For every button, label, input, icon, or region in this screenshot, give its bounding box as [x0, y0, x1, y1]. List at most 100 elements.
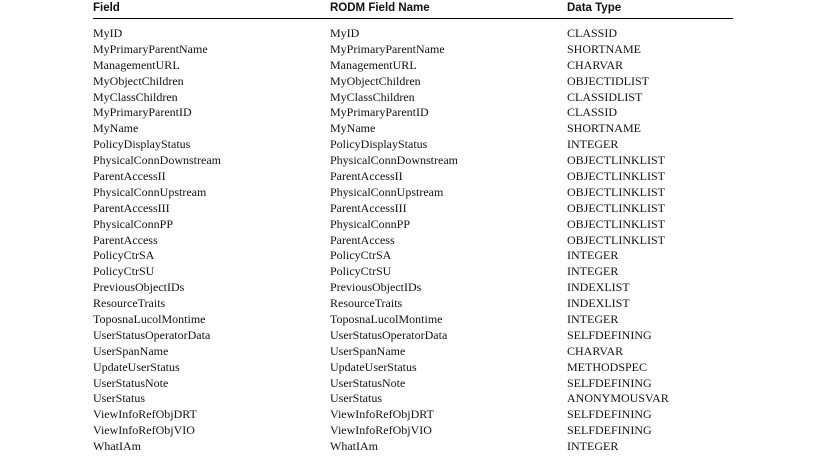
data-type-cell: SHORTNAME: [567, 121, 641, 136]
table-row: ManagementURL ManagementURL CHARVAR: [93, 58, 733, 74]
rodm-field-name-cell: ManagementURL: [330, 57, 417, 72]
field-cell: MyClassChildren: [93, 89, 178, 104]
field-cell: MyPrimaryParentName: [93, 41, 208, 56]
table-row: ViewInfoRefObjDRT ViewInfoRefObjDRT SELFDE…: [93, 407, 733, 423]
field-cell: ManagementURL: [93, 57, 180, 72]
data-type-cell: ANONYMOUSVAR: [567, 391, 669, 406]
header-data-type: Data Type: [567, 2, 622, 14]
rodm-field-name-cell: PreviousObjectIDs: [330, 280, 422, 295]
data-type-cell: INTEGER: [567, 439, 619, 454]
field-cell: WhatIAm: [93, 439, 141, 454]
table-body: MyID MyID CLASSID MyPrimaryParentName MyPrim…: [93, 26, 733, 455]
data-type-cell: OBJECTLINKLIST: [567, 216, 665, 231]
data-type-cell: OBJECTLINKLIST: [567, 200, 665, 215]
data-type-cell: METHODSPEC: [567, 359, 648, 374]
field-cell: UserSpanName: [93, 343, 169, 358]
data-type-cell: OBJECTLINKLIST: [567, 232, 665, 247]
table-header: Field RODM Field Name Data Type: [93, 0, 733, 19]
table-row: MyName MyName SHORTNAME: [93, 121, 733, 137]
rodm-field-name-cell: UpdateUserStatus: [330, 359, 417, 374]
rodm-field-name-cell: MyClassChildren: [330, 89, 415, 104]
data-type-cell: OBJECTLINKLIST: [567, 184, 665, 199]
data-type-cell: CLASSIDLIST: [567, 89, 643, 104]
data-type-cell: CHARVAR: [567, 57, 624, 72]
field-cell: ViewInfoRefObjVIO: [93, 423, 195, 438]
data-type-cell: INTEGER: [567, 137, 619, 152]
field-cell: ParentAccessIII: [93, 200, 170, 215]
rodm-field-name-cell: MyObjectChildren: [330, 73, 421, 88]
table-row: MyClassChildren MyClassChildren CLASSIDLIS…: [93, 90, 733, 106]
rodm-field-name-cell: UserStatus: [330, 391, 382, 406]
rodm-field-name-cell: PhysicalConnDownstream: [330, 153, 458, 168]
data-type-cell: CLASSID: [567, 105, 618, 120]
rodm-field-name-cell: WhatIAm: [330, 439, 378, 454]
field-cell: UserStatus: [93, 391, 145, 406]
data-type-cell: SELFDEFINING: [567, 327, 652, 342]
rodm-field-name-cell: PolicyCtrSA: [330, 248, 392, 263]
field-cell: PolicyCtrSA: [93, 248, 155, 263]
rodm-field-name-cell: MyPrimaryParentName: [330, 41, 445, 56]
rodm-field-name-cell: PolicyCtrSU: [330, 264, 392, 279]
data-type-cell: OBJECTIDLIST: [567, 73, 649, 88]
field-cell: MyObjectChildren: [93, 73, 184, 88]
rodm-field-name-cell: UserStatusOperatorData: [330, 327, 448, 342]
field-cell: UserStatusOperatorData: [93, 327, 211, 342]
data-type-cell: OBJECTLINKLIST: [567, 153, 665, 168]
data-type-cell: INDEXLIST: [567, 296, 630, 311]
field-cell: PolicyDisplayStatus: [93, 137, 191, 152]
table-row: PhysicalConnUpstream PhysicalConnUpstream…: [93, 185, 733, 201]
table-row: UserStatusNote UserStatusNote SELFDEFINING: [93, 376, 733, 392]
data-type-cell: SELFDEFINING: [567, 375, 652, 390]
data-type-cell: SELFDEFINING: [567, 423, 652, 438]
table-row: PhysicalConnPP PhysicalConnPP OBJECTLINKLI…: [93, 217, 733, 233]
table-row: ViewInfoRefObjVIO ViewInfoRefObjVIO SELFDE…: [93, 423, 733, 439]
field-cell: ResourceTraits: [93, 296, 166, 311]
table-row: UserSpanName UserSpanName CHARVAR: [93, 344, 733, 360]
table-row: MyPrimaryParentID MyPrimaryParentID CLASSI…: [93, 105, 733, 121]
table-row: UpdateUserStatus UpdateUserStatus METHODSP…: [93, 360, 733, 376]
field-table: Field RODM Field Name Data Type MyID MyID…: [93, 0, 733, 455]
field-cell: UpdateUserStatus: [93, 359, 180, 374]
data-type-cell: CLASSID: [567, 26, 618, 40]
rodm-field-name-cell: ParentAccess: [330, 232, 395, 247]
table-row: ParentAccessII ParentAccessII OBJECTLINKLI…: [93, 169, 733, 185]
data-type-cell: OBJECTLINKLIST: [567, 169, 665, 184]
field-cell: PhysicalConnUpstream: [93, 184, 207, 199]
table-row: ParentAccess ParentAccess OBJECTLINKLIST: [93, 233, 733, 249]
header-field: Field: [93, 2, 120, 14]
rodm-field-name-cell: ParentAccessIII: [330, 200, 407, 215]
rodm-field-name-cell: ResourceTraits: [330, 296, 403, 311]
table-row: UserStatus UserStatus ANONYMOUSVAR: [93, 391, 733, 407]
table-row: UserStatusOperatorData UserStatusOperator…: [93, 328, 733, 344]
data-type-cell: INTEGER: [567, 264, 619, 279]
rodm-field-name-cell: PolicyDisplayStatus: [330, 137, 428, 152]
rodm-field-name-cell: ToposnaLucolMontime: [330, 312, 443, 327]
rodm-field-name-cell: MyID: [330, 26, 360, 40]
field-cell: UserStatusNote: [93, 375, 169, 390]
table-row: MyObjectChildren MyObjectChildren OBJECTID…: [93, 74, 733, 90]
table-row: ResourceTraits ResourceTraits INDEXLIST: [93, 296, 733, 312]
table-row: PolicyCtrSU PolicyCtrSU INTEGER: [93, 264, 733, 280]
rodm-field-name-cell: MyName: [330, 121, 376, 136]
field-cell: PhysicalConnPP: [93, 216, 174, 231]
table-row: PreviousObjectIDs PreviousObjectIDs INDEXL…: [93, 280, 733, 296]
field-cell: ParentAccess: [93, 232, 158, 247]
data-type-cell: INTEGER: [567, 248, 619, 263]
table-row: PolicyDisplayStatus PolicyDisplayStatus IN…: [93, 137, 733, 153]
rodm-field-name-cell: PhysicalConnPP: [330, 216, 411, 231]
rodm-field-name-cell: ViewInfoRefObjDRT: [330, 407, 434, 422]
table-row: ParentAccessIII ParentAccessIII OBJECTLINK…: [93, 201, 733, 217]
rodm-field-name-cell: PhysicalConnUpstream: [330, 184, 444, 199]
table-row: MyPrimaryParentName MyPrimaryParentName SH…: [93, 42, 733, 58]
field-cell: PreviousObjectIDs: [93, 280, 185, 295]
data-type-cell: SELFDEFINING: [567, 407, 652, 422]
table-row: PolicyCtrSA PolicyCtrSA INTEGER: [93, 248, 733, 264]
field-cell: MyID: [93, 26, 123, 40]
table-row: ToposnaLucolMontime ToposnaLucolMontime IN…: [93, 312, 733, 328]
data-type-cell: INDEXLIST: [567, 280, 630, 295]
table-row: PhysicalConnDownstream PhysicalConnDownst…: [93, 153, 733, 169]
data-type-cell: SHORTNAME: [567, 41, 641, 56]
field-cell: PolicyCtrSU: [93, 264, 155, 279]
header-rodm-field-name: RODM Field Name: [330, 2, 430, 14]
rodm-field-name-cell: ViewInfoRefObjVIO: [330, 423, 432, 438]
